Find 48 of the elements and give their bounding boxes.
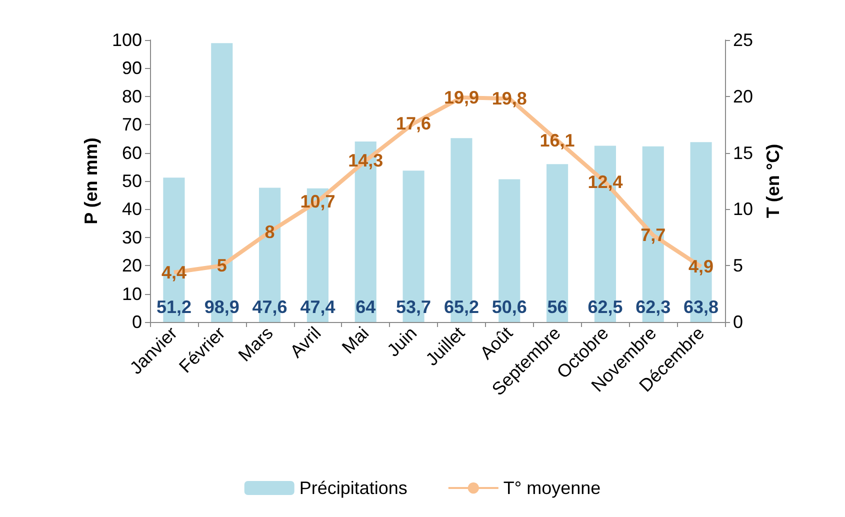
y2-tick-label: 20 — [733, 86, 754, 106]
y-tick-label: 30 — [122, 227, 142, 248]
x-tick-label: Juin — [383, 322, 421, 360]
data-label: 14,3 — [348, 150, 384, 171]
data-label: 7,7 — [640, 225, 666, 246]
legend-label: T° moyenne — [503, 478, 601, 498]
y2-tick-label: 10 — [733, 199, 754, 220]
y-tick-label: 10 — [122, 284, 142, 304]
y2-tick-label: 5 — [733, 256, 744, 276]
data-label: 12,4 — [588, 172, 623, 192]
data-label: 8 — [264, 222, 275, 242]
data-label: 19,8 — [492, 88, 527, 109]
bar — [546, 164, 568, 322]
data-label: 65,2 — [444, 297, 479, 317]
data-label: 19,9 — [444, 88, 479, 108]
y-tick-label: 80 — [122, 86, 142, 106]
data-label: 53,7 — [396, 297, 432, 317]
y2-tick-label: 15 — [733, 142, 754, 163]
y-axis-title: P (en mm) — [81, 138, 101, 224]
data-label: 4,9 — [688, 256, 714, 277]
data-label: 56 — [547, 297, 568, 317]
data-label: 98,9 — [204, 297, 240, 317]
y2-axis-title: T (en °C) — [762, 144, 783, 218]
legend-label: Précipitations — [299, 478, 408, 498]
data-label: 17,6 — [396, 113, 432, 134]
y-tick-label: 60 — [122, 142, 142, 163]
y-tick-label: 100 — [112, 30, 142, 50]
y-tick-label: 0 — [132, 312, 142, 332]
y-tick-label: 90 — [122, 58, 142, 78]
data-label: 63,8 — [684, 297, 719, 317]
data-label: 10,7 — [300, 191, 336, 212]
data-label: 62,3 — [636, 297, 671, 317]
data-label: 51,2 — [156, 297, 192, 317]
y-tick-label: 50 — [122, 171, 142, 191]
data-label: 47,6 — [252, 297, 288, 317]
y-tick-label: 20 — [122, 256, 142, 276]
y2-tick-label: 25 — [733, 30, 754, 50]
data-label: 5 — [216, 256, 227, 276]
y-tick-label: 40 — [122, 199, 142, 220]
data-label: 62,5 — [588, 297, 623, 317]
y2-tick-label: 0 — [733, 312, 744, 332]
x-tick-label: Mai — [338, 322, 373, 358]
data-label: 16,1 — [540, 130, 575, 150]
data-label: 47,4 — [300, 297, 336, 317]
data-label: 50,6 — [492, 297, 527, 317]
data-label: 64 — [356, 297, 376, 317]
y-tick-label: 70 — [122, 114, 142, 135]
data-label: 4,4 — [161, 262, 186, 282]
